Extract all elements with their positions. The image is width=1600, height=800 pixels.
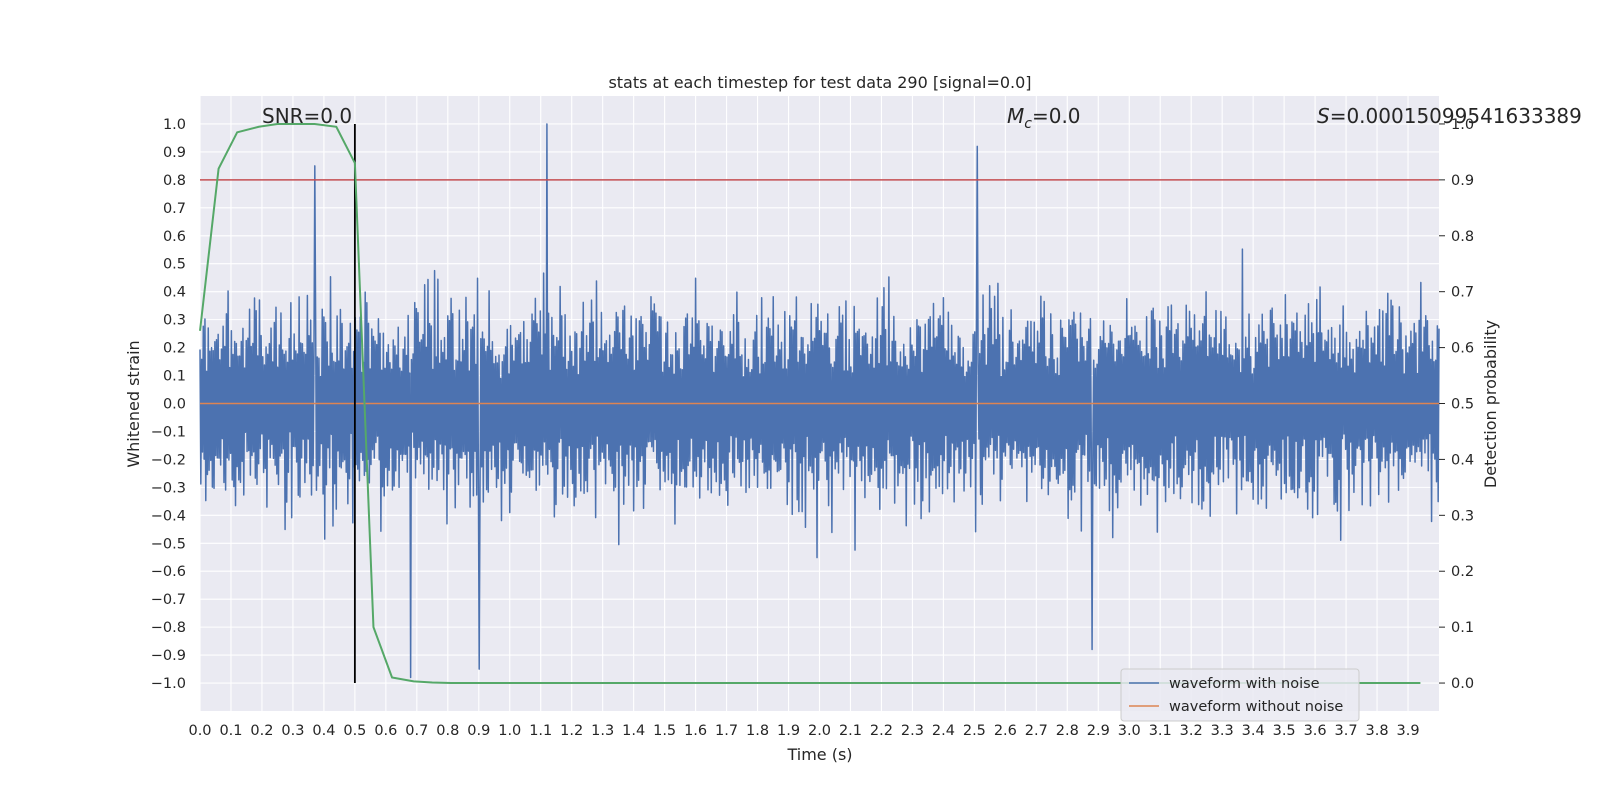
y2-tick-label-7: 0.3 xyxy=(1451,508,1474,524)
y-tick-label-20: −1.0 xyxy=(151,676,186,692)
legend: waveform with noise waveform without noi… xyxy=(1120,668,1360,722)
y2-tick-label-1: 0.9 xyxy=(1451,173,1474,189)
y2-tick-label-9: 0.1 xyxy=(1451,620,1474,636)
y-tick-label-14: −0.4 xyxy=(151,508,186,524)
y2-tick-label-3: 0.7 xyxy=(1451,285,1474,301)
x-tick-label-9: 0.9 xyxy=(467,723,490,739)
x-tick-label-6: 0.6 xyxy=(374,723,397,739)
x-tick-label-12: 1.2 xyxy=(560,723,583,739)
legend-box xyxy=(1120,668,1360,722)
x-tick-label-27: 2.7 xyxy=(1025,723,1048,739)
x-tick-label-21: 2.1 xyxy=(839,723,862,739)
x-axis-label: Time (s) xyxy=(786,745,852,764)
y-tick-label-7: 0.3 xyxy=(163,313,186,329)
x-tick-label-26: 2.6 xyxy=(994,723,1017,739)
y2-tick-labels: 1.0 0.9 0.8 0.7 0.6 0.5 0.4 0.3 0.2 0.1 0.0 xyxy=(1439,117,1474,692)
legend-label-noise: waveform with noise xyxy=(1169,676,1320,692)
y-tick-label-4: 0.6 xyxy=(163,229,186,245)
chirp-mass-symbol: M xyxy=(1007,104,1024,128)
x-tick-label-18: 1.8 xyxy=(746,723,769,739)
chirp-mass-value: =0.0 xyxy=(1032,104,1081,128)
x-tick-label-39: 3.9 xyxy=(1396,723,1419,739)
x-tick-labels: 0.0 0.1 0.2 0.3 0.4 0.5 0.6 0.7 0.8 0.9 1.0 1.1 1.2 1… xyxy=(188,723,1419,739)
y-tick-label-19: −0.9 xyxy=(151,648,186,664)
s-statistic-annotation: S=0.00015099541633389 xyxy=(1317,104,1582,128)
x-tick-label-16: 1.6 xyxy=(684,723,707,739)
x-tick-label-23: 2.3 xyxy=(901,723,924,739)
y-axis-label: Whitened strain xyxy=(124,340,143,467)
legend-label-clean: waveform without noise xyxy=(1169,699,1343,715)
x-tick-label-2: 0.2 xyxy=(250,723,273,739)
y-tick-label-3: 0.7 xyxy=(163,201,186,217)
x-tick-label-14: 1.4 xyxy=(622,723,645,739)
y2-tick-label-10: 0.0 xyxy=(1451,676,1474,692)
x-tick-label-8: 0.8 xyxy=(436,723,459,739)
x-tick-label-15: 1.5 xyxy=(653,723,676,739)
x-tick-label-1: 0.1 xyxy=(219,723,242,739)
y2-tick-label-8: 0.2 xyxy=(1451,564,1474,580)
y-tick-label-12: −0.2 xyxy=(151,452,186,468)
y-tick-label-15: −0.5 xyxy=(151,536,186,552)
snr-annotation: SNR=0.0 xyxy=(262,104,352,128)
x-tick-label-10: 1.0 xyxy=(498,723,521,739)
x-tick-label-37: 3.7 xyxy=(1335,723,1358,739)
x-tick-label-0: 0.0 xyxy=(188,723,211,739)
series-detection-probability xyxy=(199,122,1421,685)
x-tick-label-24: 2.4 xyxy=(932,723,955,739)
x-tick-label-38: 3.8 xyxy=(1366,723,1389,739)
chart-title: stats at each timestep for test data 290… xyxy=(608,73,1031,92)
s-value: =0.00015099541633389 xyxy=(1330,104,1582,128)
x-tick-label-31: 3.1 xyxy=(1149,723,1172,739)
x-tick-label-11: 1.1 xyxy=(529,723,552,739)
x-tick-label-25: 2.5 xyxy=(963,723,986,739)
x-tick-label-29: 2.9 xyxy=(1087,723,1110,739)
s-symbol: S xyxy=(1317,104,1330,128)
noise-waveform-line xyxy=(199,123,1440,679)
y-tick-label-8: 0.2 xyxy=(163,341,186,357)
y-tick-label-2: 0.8 xyxy=(163,173,186,189)
x-tick-label-35: 3.5 xyxy=(1273,723,1296,739)
y2-tick-label-5: 0.5 xyxy=(1451,397,1474,413)
x-tick-label-33: 3.3 xyxy=(1211,723,1234,739)
y-tick-label-16: −0.6 xyxy=(151,564,186,580)
x-tick-label-19: 1.9 xyxy=(777,723,800,739)
y-tick-label-17: −0.7 xyxy=(151,592,186,608)
chirp-mass-annotation: Mc=0.0 xyxy=(1007,104,1081,132)
x-tick-label-5: 0.5 xyxy=(343,723,366,739)
x-tick-label-3: 0.3 xyxy=(281,723,304,739)
x-tick-label-28: 2.8 xyxy=(1056,723,1079,739)
series-waveform-with-noise xyxy=(199,123,1440,679)
x-tick-label-32: 3.2 xyxy=(1180,723,1203,739)
y-tick-label-1: 0.9 xyxy=(163,145,186,161)
x-tick-label-20: 2.0 xyxy=(808,723,831,739)
y-tick-labels: 1.0 0.9 0.8 0.7 0.6 0.5 0.4 0.3 0.2 0.1 0.0 −0.1 −0.… xyxy=(151,117,186,692)
x-tick-label-22: 2.2 xyxy=(870,723,893,739)
probability-curve-line xyxy=(199,122,1421,685)
x-tick-label-17: 1.7 xyxy=(715,723,738,739)
y-tick-label-10: 0.0 xyxy=(163,397,186,413)
y-tick-label-9: 0.1 xyxy=(163,369,186,385)
x-tick-label-4: 0.4 xyxy=(312,723,335,739)
x-tick-label-36: 3.6 xyxy=(1304,723,1327,739)
y2-tick-label-0: 1.0 xyxy=(1451,117,1474,133)
x-tick-label-30: 3.0 xyxy=(1118,723,1141,739)
x-tick-label-13: 1.3 xyxy=(591,723,614,739)
y-tick-label-0: 1.0 xyxy=(163,117,186,133)
y-tick-label-18: −0.8 xyxy=(151,620,186,636)
y-tick-label-13: −0.3 xyxy=(151,480,186,496)
y-tick-label-6: 0.4 xyxy=(163,285,186,301)
y2-tick-label-6: 0.4 xyxy=(1451,452,1474,468)
y-tick-label-5: 0.5 xyxy=(163,257,186,273)
x-tick-label-34: 3.4 xyxy=(1242,723,1265,739)
y2-axis-label: Detection probability xyxy=(1481,320,1500,488)
x-tick-label-7: 0.7 xyxy=(405,723,428,739)
chirp-mass-subscript: c xyxy=(1024,116,1032,132)
y2-tick-label-2: 0.8 xyxy=(1451,229,1474,245)
y2-tick-label-4: 0.6 xyxy=(1451,341,1474,357)
y-tick-label-11: −0.1 xyxy=(151,424,186,440)
